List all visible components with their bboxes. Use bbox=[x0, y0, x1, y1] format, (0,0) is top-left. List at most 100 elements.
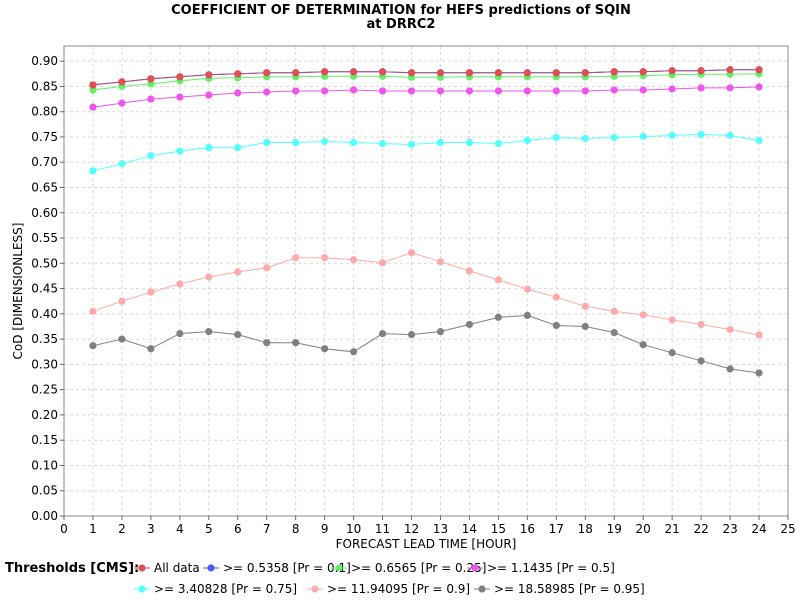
data-point bbox=[234, 143, 242, 152]
grid-layer bbox=[63, 46, 789, 517]
data-point bbox=[321, 68, 329, 76]
series-line bbox=[92, 252, 760, 336]
series-3 bbox=[89, 83, 763, 111]
legend-marker bbox=[311, 585, 319, 593]
data-point bbox=[465, 69, 474, 77]
data-point bbox=[436, 258, 445, 266]
data-point bbox=[407, 249, 416, 257]
data-point bbox=[234, 89, 242, 97]
x-tick-label: 14 bbox=[462, 522, 477, 536]
data-point bbox=[755, 331, 763, 339]
legend-item: >= 0.6565 [Pr = 0.25] bbox=[331, 561, 486, 575]
y-tick-label: 0.40 bbox=[31, 307, 58, 321]
data-point bbox=[523, 136, 531, 145]
x-tick-label: 1 bbox=[89, 522, 97, 536]
data-point bbox=[89, 103, 97, 111]
data-point bbox=[234, 70, 242, 78]
data-point bbox=[755, 83, 763, 91]
x-tick-label: 17 bbox=[549, 522, 564, 536]
data-point bbox=[147, 345, 155, 353]
y-tick-label: 0.85 bbox=[31, 79, 58, 93]
y-tick-label: 0.10 bbox=[31, 458, 58, 472]
data-point bbox=[639, 311, 647, 319]
data-point bbox=[292, 138, 300, 147]
series-6 bbox=[89, 311, 763, 377]
x-tick-label: 5 bbox=[205, 522, 213, 536]
data-point bbox=[552, 293, 560, 301]
data-point bbox=[552, 133, 560, 142]
series-2 bbox=[89, 70, 763, 94]
x-tick-label: 24 bbox=[751, 522, 766, 536]
x-tick-label: 20 bbox=[636, 522, 651, 536]
data-point bbox=[89, 167, 97, 175]
data-point bbox=[697, 67, 705, 75]
legend-marker bbox=[138, 564, 146, 572]
data-point bbox=[726, 325, 734, 334]
data-point bbox=[407, 69, 416, 77]
x-tick-label: 23 bbox=[722, 522, 737, 536]
x-tick-label: 7 bbox=[263, 522, 271, 536]
data-point bbox=[697, 84, 705, 92]
data-point bbox=[436, 327, 445, 336]
data-point bbox=[263, 339, 271, 347]
legend: Thresholds [CMS]: All data >= 0.5358 [Pr … bbox=[5, 561, 645, 596]
data-point bbox=[610, 133, 618, 142]
data-point bbox=[176, 280, 184, 288]
data-point bbox=[118, 160, 126, 168]
x-tick-label: 22 bbox=[693, 522, 708, 536]
x-tick-label: 25 bbox=[780, 522, 795, 536]
data-point bbox=[176, 73, 184, 81]
data-point bbox=[668, 316, 676, 324]
data-point bbox=[552, 321, 560, 330]
data-point bbox=[263, 88, 271, 96]
data-point bbox=[465, 267, 474, 275]
data-point bbox=[321, 87, 329, 95]
data-point bbox=[523, 311, 531, 319]
legend-label: All data bbox=[154, 561, 200, 575]
series-4 bbox=[89, 130, 763, 175]
x-tick-label: 21 bbox=[665, 522, 680, 536]
legend-item: >= 3.40828 [Pr = 0.75] bbox=[134, 582, 297, 596]
x-tick-label: 19 bbox=[607, 522, 622, 536]
data-point bbox=[147, 152, 155, 160]
data-point bbox=[118, 335, 126, 343]
data-point bbox=[494, 276, 502, 284]
data-point bbox=[321, 137, 329, 146]
x-tick-label: 0 bbox=[60, 522, 68, 536]
data-point bbox=[147, 95, 155, 103]
y-tick-label: 0.75 bbox=[31, 130, 58, 144]
chart-subtitle: at DRRC2 bbox=[367, 17, 436, 32]
series-line bbox=[92, 86, 760, 108]
legend-item: >= 11.94095 [Pr = 0.9] bbox=[307, 582, 470, 596]
data-point bbox=[378, 259, 387, 267]
data-point bbox=[321, 345, 329, 353]
legend-item: >= 1.1435 [Pr = 0.5] bbox=[467, 561, 615, 575]
data-point bbox=[581, 302, 589, 310]
legend-marker bbox=[471, 564, 479, 572]
data-point bbox=[494, 69, 502, 77]
series-0 bbox=[89, 66, 763, 89]
chart-title: COEFFICIENT OF DETERMINATION for HEFS pr… bbox=[171, 3, 631, 18]
data-point bbox=[755, 66, 763, 74]
x-tick-label: 2 bbox=[118, 522, 126, 536]
data-point bbox=[89, 307, 97, 315]
legend-label: >= 3.40828 [Pr = 0.75] bbox=[154, 582, 297, 596]
data-point bbox=[378, 87, 387, 95]
data-point bbox=[726, 66, 734, 74]
data-point bbox=[89, 86, 97, 94]
data-point bbox=[205, 71, 213, 79]
y-tick-label: 0.60 bbox=[31, 206, 58, 220]
data-point bbox=[639, 132, 647, 141]
series-line bbox=[92, 133, 760, 172]
data-point bbox=[552, 69, 560, 77]
data-point bbox=[639, 86, 647, 94]
data-point bbox=[350, 348, 358, 356]
legend-title: Thresholds [CMS]: bbox=[5, 561, 139, 576]
data-point bbox=[89, 81, 97, 89]
data-point bbox=[263, 69, 271, 77]
series-line bbox=[92, 314, 760, 374]
y-tick-label: 0.30 bbox=[31, 357, 58, 371]
data-point bbox=[205, 327, 213, 336]
series-line bbox=[92, 69, 759, 86]
